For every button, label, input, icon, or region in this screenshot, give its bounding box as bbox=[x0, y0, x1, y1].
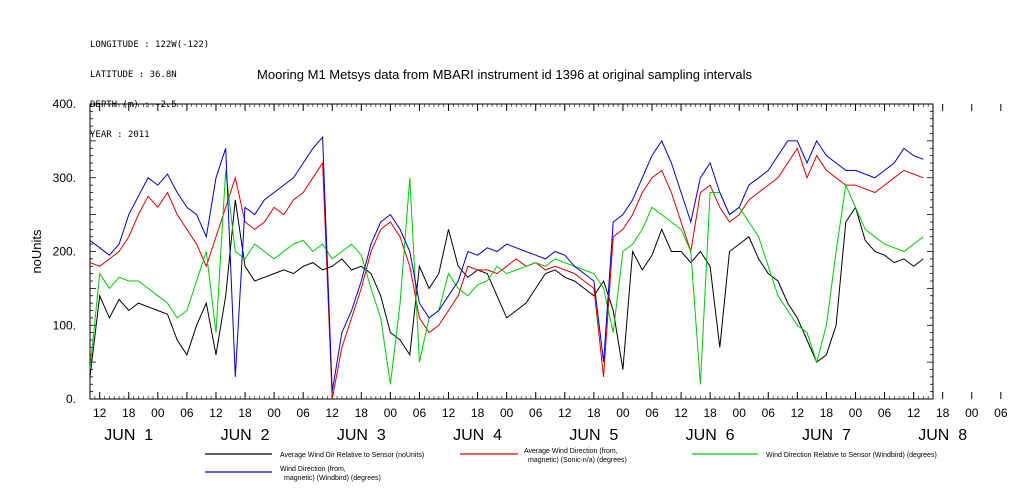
x-tick-label: 18 bbox=[936, 406, 950, 420]
x-tick-label: 18 bbox=[355, 406, 369, 420]
x-tick-label: 12 bbox=[326, 406, 340, 420]
x-tick-label: 12 bbox=[791, 406, 805, 420]
x-tick-label: 00 bbox=[384, 406, 398, 420]
x-tick-label: 12 bbox=[907, 406, 921, 420]
meta-longitude: LONGITUDE : 122W(-122) bbox=[90, 40, 210, 50]
x-tick-label: 00 bbox=[267, 406, 281, 420]
meta-year: YEAR : 2011 bbox=[90, 130, 150, 140]
x-tick-label: 06 bbox=[529, 406, 543, 420]
y-tick-label: 200. bbox=[53, 245, 76, 259]
legend-label-3: magnetic) (Windbird) (degrees) bbox=[284, 475, 381, 482]
x-tick-label: 18 bbox=[238, 406, 252, 420]
meta-depth: DEPTH (m) : -2.5 bbox=[90, 100, 177, 110]
x-day-label: JUN 5 bbox=[569, 427, 618, 444]
series-line-0 bbox=[89, 199, 924, 377]
legend-label-1: Average Wind Direction (from, bbox=[524, 448, 618, 455]
x-tick-label: 18 bbox=[820, 406, 834, 420]
x-tick-label: 00 bbox=[616, 406, 630, 420]
legend-label-3: Wind Direction (from, bbox=[280, 466, 346, 473]
x-tick-label: 06 bbox=[645, 406, 659, 420]
y-tick-label: 0. bbox=[66, 392, 76, 406]
x-tick-label: 06 bbox=[878, 406, 892, 420]
x-day-label: JUN 2 bbox=[221, 427, 270, 444]
x-tick-label: 12 bbox=[558, 406, 572, 420]
x-tick-label: 12 bbox=[209, 406, 223, 420]
series-line-2 bbox=[89, 170, 924, 385]
x-tick-label: 18 bbox=[471, 406, 485, 420]
legend-label-1: magnetic) (Sonic-n/a) (degrees) bbox=[528, 457, 627, 464]
y-tick-label: 100. bbox=[53, 318, 76, 332]
x-day-label: JUN 6 bbox=[686, 427, 735, 444]
x-tick-label: 18 bbox=[122, 406, 136, 420]
x-day-label: JUN 4 bbox=[453, 427, 502, 444]
x-day-label: JUN 7 bbox=[802, 427, 851, 444]
x-tick-label: 00 bbox=[965, 406, 979, 420]
x-day-label: JUN 1 bbox=[104, 427, 153, 444]
x-tick-label: 12 bbox=[674, 406, 688, 420]
series-line-3 bbox=[89, 135, 924, 392]
legend-label-2: Wind Direction Relative to Sensor (Windb… bbox=[766, 452, 937, 459]
y-tick-label: 300. bbox=[53, 171, 76, 185]
legend-label-0: Average Wind Dir Relative to Sensor (noU… bbox=[280, 452, 424, 459]
x-tick-label: 06 bbox=[296, 406, 310, 420]
y-tick-label: 400. bbox=[53, 97, 76, 111]
x-tick-label: 00 bbox=[500, 406, 514, 420]
x-tick-label: 06 bbox=[762, 406, 776, 420]
x-tick-label: 06 bbox=[994, 406, 1008, 420]
x-tick-label: 18 bbox=[703, 406, 717, 420]
metadata-block: LONGITUDE : 122W(-122) LATITUDE : 36.8N … bbox=[90, 20, 209, 150]
chart-title: Mooring M1 Metsys data from MBARI instru… bbox=[257, 67, 752, 82]
y-axis-label: noUnits bbox=[29, 229, 44, 274]
x-tick-label: 06 bbox=[180, 406, 194, 420]
meta-latitude: LATITUDE : 36.8N bbox=[90, 70, 177, 80]
x-day-label: JUN 3 bbox=[337, 427, 386, 444]
x-tick-label: 00 bbox=[151, 406, 165, 420]
x-tick-label: 12 bbox=[93, 406, 107, 420]
x-day-label: JUN 8 bbox=[918, 427, 967, 444]
x-tick-label: 00 bbox=[733, 406, 747, 420]
x-tick-label: 06 bbox=[413, 406, 427, 420]
x-tick-label: 00 bbox=[849, 406, 863, 420]
x-tick-label: 18 bbox=[587, 406, 601, 420]
x-tick-label: 12 bbox=[442, 406, 456, 420]
